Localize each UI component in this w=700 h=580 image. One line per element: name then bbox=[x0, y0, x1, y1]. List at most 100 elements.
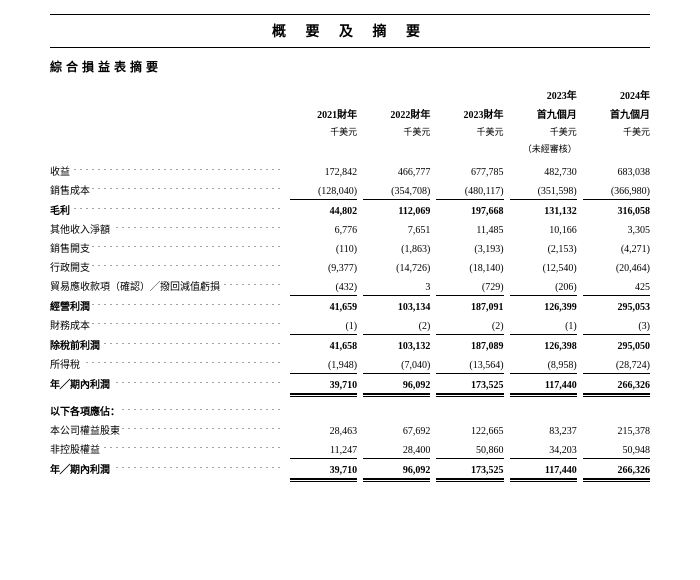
cell-value: 173,525 bbox=[430, 374, 503, 393]
col1-unit: 千美元 bbox=[284, 123, 357, 140]
cell-value: (110) bbox=[284, 238, 357, 257]
cell-value: 10,166 bbox=[504, 219, 577, 238]
section-title: 概 要 及 摘 要 bbox=[50, 19, 650, 43]
cell-value: (351,598) bbox=[504, 180, 577, 199]
row-label: 年╱期內利潤 bbox=[50, 459, 284, 478]
table-row: 除稅前利潤41,658103,132187,089126,398295,050 bbox=[50, 335, 650, 354]
row-label: 行政開支 bbox=[50, 257, 284, 276]
cell-value: (432) bbox=[284, 276, 357, 295]
cell-value: 677,785 bbox=[430, 161, 503, 180]
row-label: 所得稅 bbox=[50, 354, 284, 373]
table-row: 收益172,842466,777677,785482,730683,038 bbox=[50, 161, 650, 180]
cell-value: 41,658 bbox=[284, 335, 357, 354]
cell-value: 482,730 bbox=[504, 161, 577, 180]
row-label: 銷售開支 bbox=[50, 238, 284, 257]
row-label: 銷售成本 bbox=[50, 180, 284, 199]
row-label: 收益 bbox=[50, 161, 284, 180]
cell-value: 96,092 bbox=[357, 459, 430, 478]
cell-value: 683,038 bbox=[577, 161, 650, 180]
cell-value: (2,153) bbox=[504, 238, 577, 257]
cell-value: 34,203 bbox=[504, 439, 577, 458]
row-label: 除稅前利潤 bbox=[50, 335, 284, 354]
col5-period: 首九個月 bbox=[577, 104, 650, 123]
cell-value: 112,069 bbox=[357, 200, 430, 219]
rule-bottom bbox=[50, 47, 650, 48]
header-unit: 千美元 千美元 千美元 千美元 千美元 bbox=[50, 123, 650, 140]
cell-value: 173,525 bbox=[430, 459, 503, 478]
header-year-upper: 2023年 2024年 bbox=[50, 85, 650, 104]
col4-unit: 千美元 bbox=[504, 123, 577, 140]
cell-value: (128,040) bbox=[284, 180, 357, 199]
cell-value: 172,842 bbox=[284, 161, 357, 180]
table-row: 銷售開支(110)(1,863)(3,193)(2,153)(4,271) bbox=[50, 238, 650, 257]
col1-year: 2021財年 bbox=[284, 104, 357, 123]
table-row: 以下各項應佔： bbox=[50, 401, 650, 420]
cell-value bbox=[357, 401, 430, 420]
table-row: 經營利潤41,659103,134187,091126,399295,053 bbox=[50, 296, 650, 315]
cell-value: 50,860 bbox=[430, 439, 503, 458]
table-row: 本公司權益股東28,46367,692122,66583,237215,378 bbox=[50, 420, 650, 439]
cell-value: 28,400 bbox=[357, 439, 430, 458]
row-label: 經營利潤 bbox=[50, 296, 284, 315]
cell-value: 117,440 bbox=[504, 374, 577, 393]
cell-value: 6,776 bbox=[284, 219, 357, 238]
cell-value: (2) bbox=[357, 315, 430, 334]
cell-value: (480,117) bbox=[430, 180, 503, 199]
cell-value bbox=[577, 401, 650, 420]
cell-value: 39,710 bbox=[284, 459, 357, 478]
cell-value: 96,092 bbox=[357, 374, 430, 393]
col2-year: 2022財年 bbox=[357, 104, 430, 123]
cell-value: (7,040) bbox=[357, 354, 430, 373]
header-year: 2021財年 2022財年 2023財年 首九個月 首九個月 bbox=[50, 104, 650, 123]
row-label: 貿易應收款項（確認）╱撥回減值虧損 bbox=[50, 276, 284, 295]
cell-value: (13,564) bbox=[430, 354, 503, 373]
cell-value: (20,464) bbox=[577, 257, 650, 276]
row-label: 非控股權益 bbox=[50, 439, 284, 458]
col4-period: 首九個月 bbox=[504, 104, 577, 123]
cell-value: 3 bbox=[357, 276, 430, 295]
cell-value: 316,058 bbox=[577, 200, 650, 219]
cell-value: 11,485 bbox=[430, 219, 503, 238]
row-label: 年╱期內利潤 bbox=[50, 374, 284, 393]
col5-year-upper: 2024年 bbox=[577, 85, 650, 104]
cell-value: 44,802 bbox=[284, 200, 357, 219]
table-row: 其他收入淨額6,7767,65111,48510,1663,305 bbox=[50, 219, 650, 238]
table-row: 貿易應收款項（確認）╱撥回減值虧損(432)3(729)(206)425 bbox=[50, 276, 650, 295]
cell-value: (14,726) bbox=[357, 257, 430, 276]
cell-value: 126,399 bbox=[504, 296, 577, 315]
cell-value: 466,777 bbox=[357, 161, 430, 180]
header-sub: （未經審核） bbox=[50, 140, 650, 157]
cell-value: 187,091 bbox=[430, 296, 503, 315]
cell-value: 122,665 bbox=[430, 420, 503, 439]
col4-year-upper: 2023年 bbox=[504, 85, 577, 104]
table-row: 非控股權益11,24728,40050,86034,20350,948 bbox=[50, 439, 650, 458]
cell-value: 39,710 bbox=[284, 374, 357, 393]
table-row: 年╱期內利潤39,71096,092173,525117,440266,326 bbox=[50, 459, 650, 478]
cell-value: (2) bbox=[430, 315, 503, 334]
cell-value: (1,948) bbox=[284, 354, 357, 373]
income-statement-table: 2023年 2024年 2021財年 2022財年 2023財年 首九個月 首九… bbox=[50, 85, 650, 482]
row-label: 本公司權益股東 bbox=[50, 420, 284, 439]
cell-value: 126,398 bbox=[504, 335, 577, 354]
cell-value: 3,305 bbox=[577, 219, 650, 238]
col2-unit: 千美元 bbox=[357, 123, 430, 140]
cell-value: (18,140) bbox=[430, 257, 503, 276]
cell-value: 197,668 bbox=[430, 200, 503, 219]
cell-value: 295,053 bbox=[577, 296, 650, 315]
cell-value: (729) bbox=[430, 276, 503, 295]
cell-value: 50,948 bbox=[577, 439, 650, 458]
table-body: 收益172,842466,777677,785482,730683,038銷售成… bbox=[50, 161, 650, 482]
table-row: 銷售成本(128,040)(354,708)(480,117)(351,598)… bbox=[50, 180, 650, 199]
cell-value: (354,708) bbox=[357, 180, 430, 199]
cell-value: 11,247 bbox=[284, 439, 357, 458]
cell-value: (3) bbox=[577, 315, 650, 334]
cell-value: 28,463 bbox=[284, 420, 357, 439]
cell-value: (12,540) bbox=[504, 257, 577, 276]
cell-value: 117,440 bbox=[504, 459, 577, 478]
cell-value: 7,651 bbox=[357, 219, 430, 238]
table-row: 毛利44,802112,069197,668131,132316,058 bbox=[50, 200, 650, 219]
col3-year: 2023財年 bbox=[430, 104, 503, 123]
cell-value: 83,237 bbox=[504, 420, 577, 439]
rule-top bbox=[50, 14, 650, 15]
cell-value: (206) bbox=[504, 276, 577, 295]
